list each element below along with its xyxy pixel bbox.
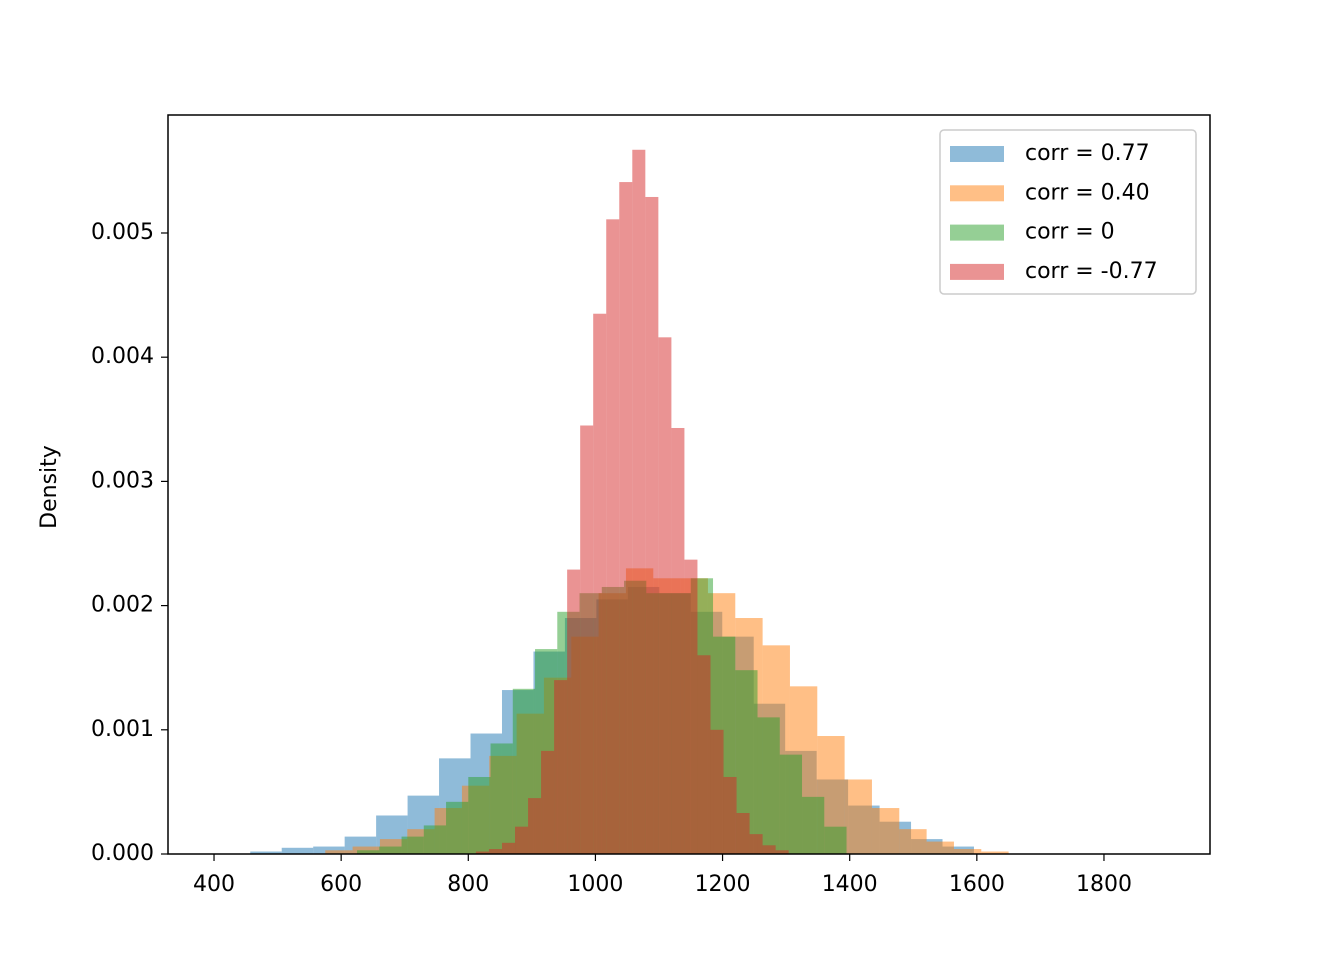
- histogram-bar: [871, 808, 900, 854]
- histogram-bar: [379, 846, 402, 854]
- histogram-bar: [475, 851, 489, 854]
- histogram-bar: [926, 841, 954, 854]
- histogram-bar: [658, 337, 672, 854]
- histogram-bar: [468, 776, 491, 854]
- legend-label: corr = 0: [1025, 220, 1115, 245]
- histogram-bar: [899, 829, 927, 854]
- histogram-bar: [554, 680, 568, 854]
- histogram-bar: [824, 826, 847, 854]
- histogram-bar: [684, 559, 698, 854]
- x-tick-label: 600: [320, 872, 362, 897]
- histogram-bar: [735, 670, 758, 854]
- histogram-bar: [515, 826, 529, 854]
- histogram-bar: [645, 196, 659, 854]
- x-tick-label: 400: [193, 872, 235, 897]
- legend-label: corr = 0.77: [1025, 141, 1150, 166]
- y-tick-label: 0.000: [91, 841, 154, 866]
- legend-box: [939, 129, 1197, 295]
- x-tick-label: 1800: [1076, 872, 1132, 897]
- plot-frame: [167, 114, 1211, 855]
- histogram-bar: [736, 813, 750, 854]
- legend-label: corr = -0.77: [1025, 259, 1158, 284]
- histogram-bar: [541, 750, 555, 854]
- histogram-bar: [528, 798, 542, 854]
- histogram-bar: [757, 717, 780, 854]
- legend-swatch: [950, 263, 1004, 280]
- histogram-bar: [250, 851, 282, 854]
- histogram-bar: [844, 779, 872, 854]
- histogram-bar: [423, 825, 447, 854]
- y-tick-label: 0.003: [91, 468, 154, 493]
- histogram-bar: [710, 729, 724, 854]
- histogram-bar: [749, 834, 763, 854]
- histogram-bar: [580, 425, 594, 854]
- y-tick-label: 0.004: [91, 344, 154, 369]
- histogram-bar: [671, 427, 685, 854]
- histogram-bar: [593, 313, 607, 855]
- histogram-bar: [567, 569, 581, 854]
- histogram-bar: [357, 850, 380, 854]
- histogram-bar: [697, 655, 711, 854]
- x-tick-label: 1000: [567, 872, 623, 897]
- histogram-bar: [501, 842, 516, 854]
- y-tick-label: 0.002: [91, 593, 154, 618]
- histogram-bar: [281, 847, 314, 854]
- x-tick-label: 1600: [949, 872, 1005, 897]
- x-tick-label: 800: [447, 872, 489, 897]
- legend-swatch: [950, 185, 1004, 202]
- legend-swatch: [950, 224, 1004, 241]
- histogram-bar: [762, 845, 776, 854]
- x-tick-label: 1400: [822, 872, 878, 897]
- histogram-bar: [401, 836, 424, 854]
- y-tick-label: 0.005: [91, 220, 154, 245]
- x-tick-label: 1200: [695, 872, 751, 897]
- histogram-bar: [632, 149, 646, 854]
- histogram-bar: [446, 801, 469, 854]
- legend-label: corr = 0.40: [1025, 180, 1150, 205]
- y-axis-label: Density: [37, 445, 62, 529]
- histogram-bar: [775, 850, 789, 854]
- histogram-bar: [325, 850, 353, 854]
- histogram-bar: [619, 182, 633, 854]
- legend-swatch: [950, 146, 1004, 162]
- histogram-bar: [981, 851, 1009, 854]
- histogram-bar: [606, 219, 620, 854]
- y-tick-label: 0.001: [91, 717, 154, 742]
- histogram-bar: [953, 849, 982, 854]
- histogram-bar: [488, 849, 502, 854]
- histogram-bar: [779, 754, 803, 854]
- histogram-bar: [802, 796, 825, 854]
- histogram-bar: [490, 743, 513, 854]
- histogram-bar: [723, 776, 737, 854]
